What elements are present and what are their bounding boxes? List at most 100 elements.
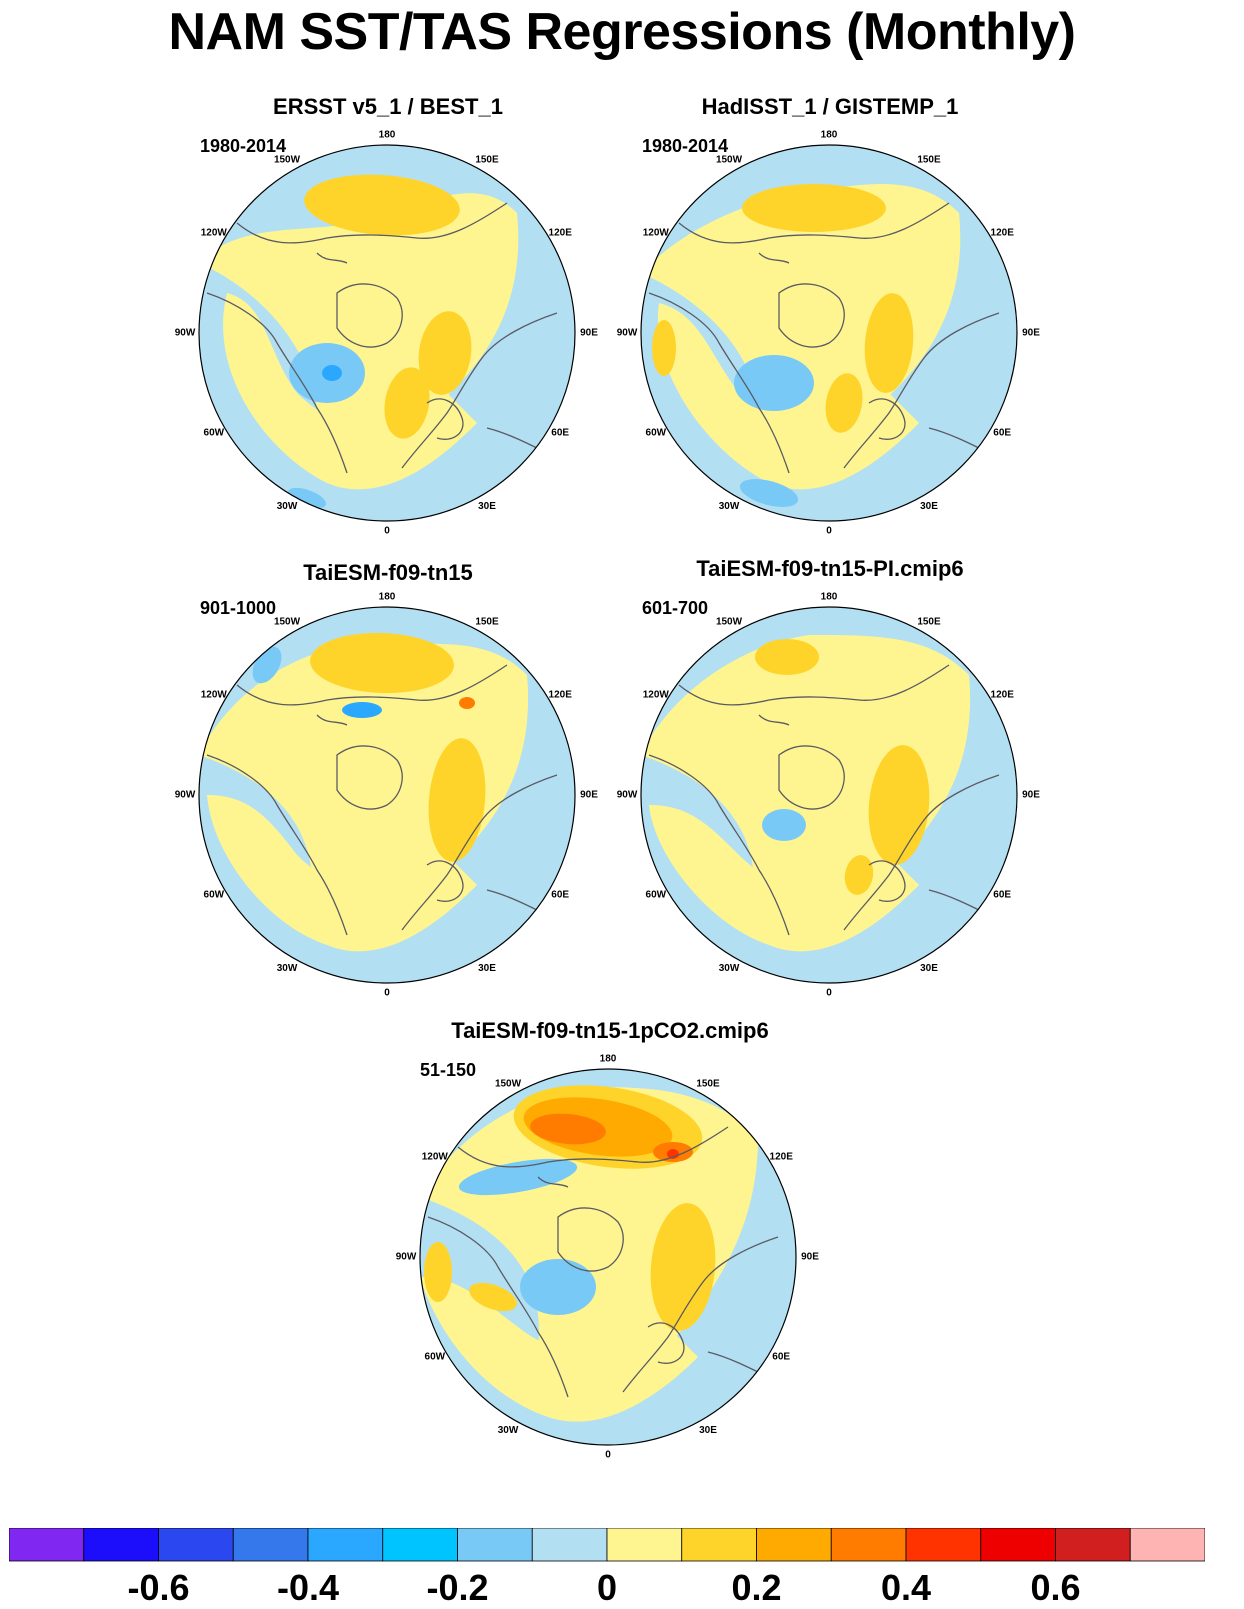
panel-title: TaiESM-f09-tn15-PI.cmip6 [696,556,964,581]
panel-title: HadISST_1 / GISTEMP_1 [701,94,959,119]
coastline [427,1216,569,1398]
anomaly-region [459,697,475,709]
map-field [641,145,1017,521]
longitude-label: 60W [425,1352,446,1363]
longitude-label: 0 [384,526,390,537]
panel-period: 1980-2014 [200,136,287,156]
longitude-label: 90W [617,328,638,339]
map-field [641,607,1017,983]
colorbar-tick-label: -0.4 [276,1567,340,1608]
longitude-label: 60W [204,428,225,439]
longitude-label: 30W [498,1425,519,1436]
coastline [316,714,348,726]
map-border [640,606,1018,984]
polar-map: 180 150E 120E 90E 60E 30E 0 30W 60W 90W 120W 150W [617,130,1041,537]
map-field [420,1069,796,1445]
longitude-label: 90E [801,1252,819,1263]
longitude-label: 0 [605,1450,611,1461]
panel-period: 901-1000 [200,598,277,618]
polar-map: 180 150E 120E 90E 60E 30E 0 30W 60W 90W 120W 150W [617,592,1041,999]
longitude-label: 120W [643,228,670,239]
anomaly-region [458,1158,578,1196]
polar-map: 180 150E 120E 90E 60E 30E 0 30W 60W 90W 120W 150W [175,592,599,999]
longitude-label: 180 [379,592,396,603]
colorbar-tick-label: 0.4 [880,1567,932,1608]
map-border [640,144,1018,522]
coastline [236,202,508,244]
longitude-label: 0 [826,988,832,999]
longitude-label: 120E [991,228,1015,239]
anomaly-region [322,365,342,381]
anomaly-band [657,303,919,490]
colorbar-segment [9,1528,85,1562]
coastline [758,714,790,726]
colorbar [9,1528,1205,1562]
colorbar-segment [756,1528,832,1562]
longitude-label: 30E [478,963,496,974]
colorbar-segment [457,1528,533,1562]
colorbar-segment [905,1528,982,1562]
longitude-label: 90E [580,328,598,339]
colorbar-segment [1129,1528,1205,1562]
longitude-label: 90E [580,790,598,801]
anomaly-band [199,193,519,462]
colorbar-tick-label: 0 [596,1567,618,1608]
longitude-label: 60E [772,1352,790,1363]
colorbar-tick-label: 0.6 [1030,1567,1081,1608]
panel-period: 601-700 [642,598,709,618]
longitude-label: 180 [821,592,838,603]
longitude-label: 180 [379,130,396,141]
longitude-label: 90E [1022,790,1040,801]
coastline [648,754,790,936]
colorbar-segment [158,1528,234,1562]
coastline [426,398,464,440]
anomaly-band [649,805,919,952]
coastline [758,252,790,264]
anomaly-region [742,184,886,232]
longitude-label: 150W [495,1078,522,1089]
coastline [457,1126,729,1168]
longitude-label: 150W [716,154,743,165]
anomaly-region [520,1259,596,1315]
anomaly-region [384,367,430,439]
longitude-label: 150E [917,616,941,627]
longitude-label: 60E [993,890,1011,901]
longitude-label: 30E [920,963,938,974]
longitude-label: 120E [549,690,573,701]
map-border [198,606,576,984]
coastline [206,754,348,936]
longitude-label: 180 [600,1054,617,1065]
panel-title: TaiESM-f09-tn15-1pCO2.cmip6 [451,1018,769,1043]
longitude-label: 90E [1022,328,1040,339]
panel-title: ERSST v5_1 / BEST_1 [273,94,503,119]
longitude-label: 120W [643,690,670,701]
longitude-label: 120W [201,228,228,239]
anomaly-band [223,293,477,490]
longitude-label: 0 [384,988,390,999]
figure-title: NAM SST/TAS Regressions (Monthly) [168,3,1076,61]
longitude-label: 180 [821,130,838,141]
longitude-label: 60E [993,428,1011,439]
colorbar-segment [980,1528,1056,1562]
longitude-label: 60E [551,890,569,901]
coastline [537,1176,569,1188]
coastline [426,860,464,902]
longitude-label: 0 [826,526,832,537]
coastline [648,292,790,474]
longitude-label: 60W [646,890,667,901]
longitude-label: 30W [719,963,740,974]
longitude-label: 150W [274,616,301,627]
coastline [647,1322,685,1364]
coastline [843,312,1000,469]
anomaly-region [762,809,806,841]
panel-period: 51-150 [420,1060,477,1080]
coastline [316,252,348,264]
coastline [778,745,845,810]
anomaly-region [864,293,914,393]
anomaly-region [755,639,819,675]
longitude-label: 60W [646,428,667,439]
coastline [778,283,845,348]
anomaly-region [288,487,326,509]
anomaly-region [424,1242,452,1302]
longitude-label: 120W [201,690,228,701]
